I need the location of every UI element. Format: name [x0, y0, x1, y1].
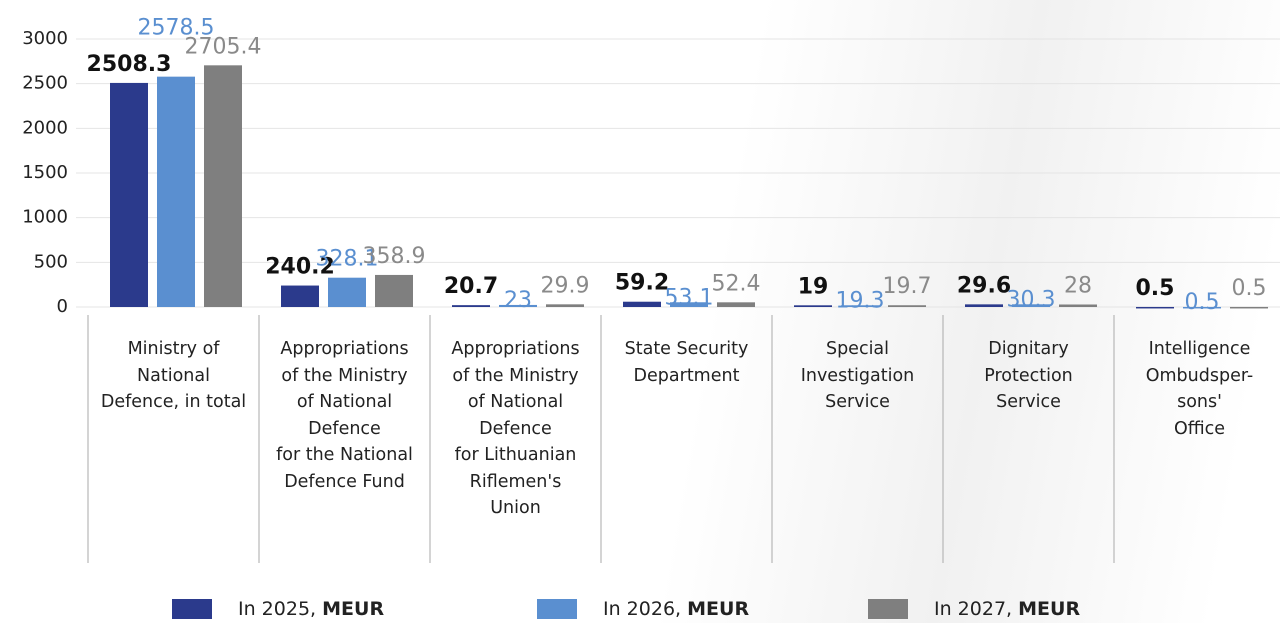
legend-label: In 2025, MEUR	[238, 598, 384, 620]
bar	[965, 304, 1003, 307]
value-label: 358.9	[363, 244, 426, 269]
y-tick-label: 3000	[22, 28, 68, 49]
bar	[841, 305, 879, 307]
y-tick-label: 2500	[22, 73, 68, 94]
category-label: Special Investigation Service	[800, 339, 915, 412]
value-label: 0.5	[1136, 276, 1175, 301]
legend-name: In 2025,	[238, 598, 317, 620]
y-tick-label: 1500	[22, 162, 68, 183]
bar	[328, 277, 366, 307]
y-tick-label: 500	[34, 251, 68, 272]
y-tick-label: 2000	[22, 117, 68, 138]
value-label: 328.1	[316, 247, 379, 272]
legend-swatch	[537, 599, 577, 619]
value-label: 0.5	[1185, 290, 1220, 315]
bar	[623, 301, 661, 307]
legend-swatch	[868, 599, 908, 619]
bar	[375, 274, 413, 307]
y-tick-label: 1000	[22, 207, 68, 228]
value-label: 29.9	[541, 273, 590, 298]
bar	[670, 302, 708, 307]
value-label: 19.7	[883, 274, 932, 299]
bar	[1230, 306, 1268, 309]
value-label: 23	[504, 288, 532, 313]
legend-label: In 2026, MEUR	[603, 598, 749, 620]
category-label: Ministry of National Defence, in total	[100, 339, 247, 412]
y-tick-label: 0	[57, 296, 68, 317]
bar	[204, 65, 242, 307]
bar	[157, 76, 195, 308]
bar	[281, 285, 319, 307]
category-label: Appropriations of the Ministry of Nation…	[451, 339, 580, 518]
legend-swatch	[172, 599, 212, 619]
bar	[1012, 304, 1050, 307]
bar	[1183, 306, 1221, 309]
value-label: 0.5	[1232, 276, 1267, 301]
value-label: 2578.5	[138, 16, 215, 41]
value-label: 29.6	[957, 273, 1011, 298]
bar	[1136, 306, 1174, 309]
value-label: 240.2	[265, 255, 335, 280]
legend-name: In 2026,	[603, 598, 682, 620]
bar	[110, 82, 148, 307]
bar	[794, 305, 832, 307]
bar	[888, 305, 926, 307]
category-label: Appropriations of the Ministry of Nation…	[276, 339, 413, 492]
value-label: 53.1	[665, 285, 714, 310]
category-label: Dignitary Protection Service	[984, 339, 1073, 412]
legend-label: In 2027, MEUR	[934, 598, 1080, 620]
value-label: 52.4	[712, 271, 761, 296]
legend-unit: MEUR	[1018, 598, 1081, 620]
value-label: 2508.3	[87, 52, 172, 77]
bar	[452, 305, 490, 307]
legend-unit: MEUR	[687, 598, 750, 620]
value-label: 28	[1064, 273, 1092, 298]
bar	[546, 304, 584, 307]
value-label: 59.2	[615, 271, 669, 296]
category-label: Intelligence Ombudsper- sons' Office	[1145, 339, 1254, 439]
bar	[499, 304, 537, 307]
legend-name: In 2027,	[934, 598, 1013, 620]
value-label: 30.3	[1007, 287, 1056, 312]
bar	[717, 302, 755, 307]
legend-unit: MEUR	[322, 598, 385, 620]
value-label: 20.7	[444, 274, 498, 299]
value-label: 19.3	[836, 288, 885, 313]
category-label: State Security Department	[624, 339, 749, 386]
value-label: 2705.4	[185, 34, 262, 59]
value-label: 19	[798, 274, 829, 299]
bar	[1059, 304, 1097, 307]
